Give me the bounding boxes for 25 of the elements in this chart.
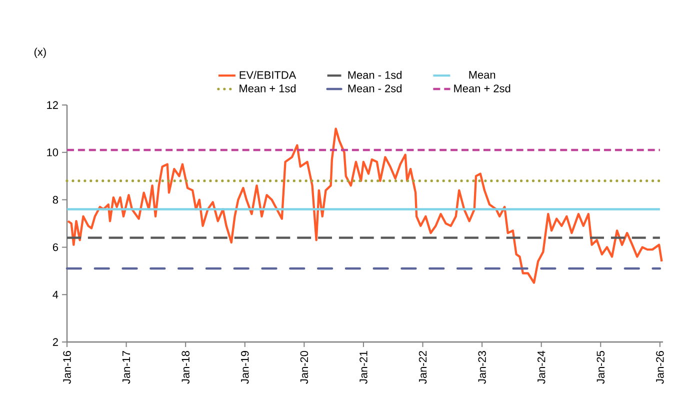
x-tick-label: Jan-26 [656, 350, 664, 384]
y-tick-label: 2 [52, 338, 58, 346]
legend-label: Mean [469, 71, 496, 79]
x-tick-label: Jan-24 [537, 350, 546, 384]
x-tick-label: Jan-17 [122, 351, 130, 384]
x-tick-label: Jan-23 [478, 350, 486, 384]
x-tick-label: Jan-18 [182, 350, 190, 384]
legend-label: Mean - 1sd [348, 70, 402, 79]
x-tick-label: Jan-21 [360, 351, 368, 384]
x-tick-label: Jan-19 [241, 351, 249, 384]
legend-label: EV/EBITDA [240, 70, 296, 79]
legend-label: Mean + 1sd [240, 84, 296, 92]
y-tick-label: 12 [47, 101, 58, 109]
x-tick-label: Jan-20 [300, 350, 308, 384]
legend-label: Mean - 2sd [348, 84, 402, 92]
y-tick-label: 6 [52, 243, 58, 252]
line-series [66, 128, 663, 284]
legend-label: Mean + 2sd [454, 84, 510, 92]
x-tick-label: Jan-16 [63, 350, 71, 384]
y-tick-label: 8 [52, 196, 58, 204]
x-tick-label: Jan-25 [596, 350, 605, 384]
y-axis-title: (x) [34, 48, 46, 58]
x-tick-label: Jan-22 [418, 351, 427, 384]
y-tick-label: 10 [47, 148, 58, 156]
y-tick-label: 4 [52, 290, 58, 298]
